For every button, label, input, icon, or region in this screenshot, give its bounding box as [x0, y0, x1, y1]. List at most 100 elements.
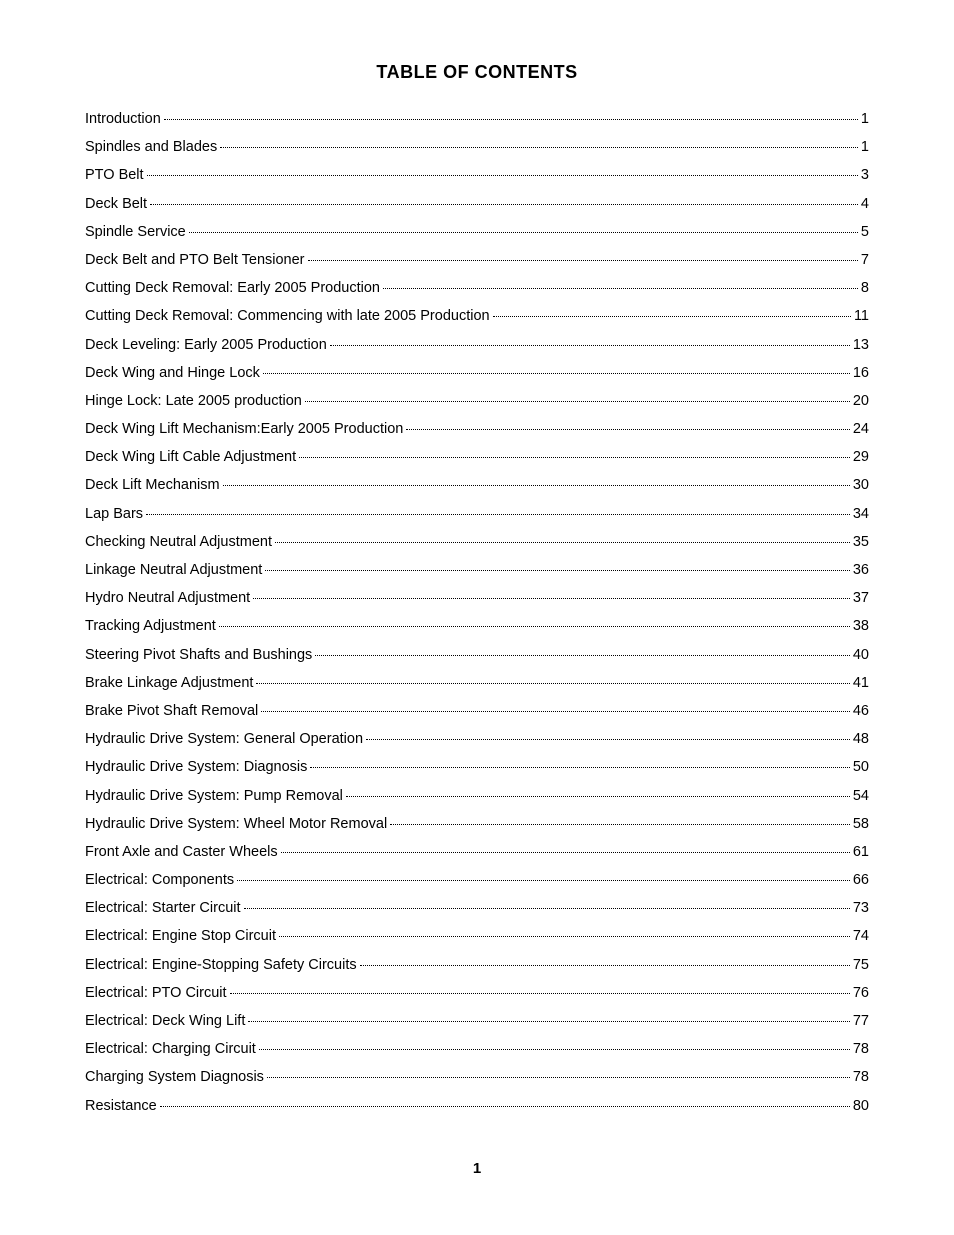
toc-entry-page: 48 [853, 731, 869, 747]
toc-entry-label: Spindles and Blades [85, 139, 217, 155]
toc-entry-page: 1 [861, 139, 869, 155]
toc-entry: Electrical: Charging Circuit78 [85, 1041, 869, 1057]
toc-entry-label: Hydraulic Drive System: Wheel Motor Remo… [85, 816, 387, 832]
toc-entry-label: Hinge Lock: Late 2005 production [85, 393, 302, 409]
toc-entry-label: Electrical: Engine-Stopping Safety Circu… [85, 957, 357, 973]
toc-dot-leader [493, 316, 851, 317]
toc-entry: PTO Belt3 [85, 167, 869, 183]
toc-dot-leader [253, 598, 850, 599]
toc-entry-page: 11 [854, 308, 869, 324]
toc-entry: Deck Wing Lift Mechanism:Early 2005 Prod… [85, 421, 869, 437]
toc-entry-page: 75 [853, 957, 869, 973]
toc-entry-page: 40 [853, 647, 869, 663]
toc-entry: Hydraulic Drive System: Wheel Motor Remo… [85, 816, 869, 832]
toc-dot-leader [256, 683, 849, 684]
toc-entry-label: Electrical: Components [85, 872, 234, 888]
toc-dot-leader [223, 485, 850, 486]
toc-dot-leader [220, 147, 858, 148]
toc-entry: Spindles and Blades 1 [85, 139, 869, 155]
toc-title: TABLE OF CONTENTS [85, 62, 869, 83]
toc-dot-leader [308, 260, 858, 261]
toc-dot-leader [315, 655, 850, 656]
toc-dot-leader [299, 457, 850, 458]
toc-entry-label: Deck Leveling: Early 2005 Production [85, 337, 327, 353]
toc-entry-label: Steering Pivot Shafts and Bushings [85, 647, 312, 663]
toc-entry: Deck Wing Lift Cable Adjustment29 [85, 449, 869, 465]
toc-entry-label: Brake Pivot Shaft Removal [85, 703, 258, 719]
toc-entry: Electrical: Components66 [85, 872, 869, 888]
toc-entry-page: 37 [853, 590, 869, 606]
toc-entry-page: 41 [853, 675, 869, 691]
toc-entry: Linkage Neutral Adjustment36 [85, 562, 869, 578]
toc-entry-label: Electrical: Deck Wing Lift [85, 1013, 245, 1029]
toc-dot-leader [189, 232, 858, 233]
toc-entry: Brake Pivot Shaft Removal46 [85, 703, 869, 719]
toc-dot-leader [281, 852, 850, 853]
toc-entry-label: Deck Wing and Hinge Lock [85, 365, 260, 381]
toc-dot-leader [146, 514, 850, 515]
toc-dot-leader [230, 993, 850, 994]
toc-entry-page: 3 [861, 167, 869, 183]
page-number: 1 [0, 1160, 954, 1177]
toc-entry-label: Brake Linkage Adjustment [85, 675, 253, 691]
toc-entry: Deck Wing and Hinge Lock 16 [85, 365, 869, 381]
toc-list: Introduction1 Spindles and Blades 1 PTO Bel… [85, 111, 869, 1114]
toc-dot-leader [261, 711, 850, 712]
toc-entry-page: 77 [853, 1013, 869, 1029]
toc-entry-page: 78 [853, 1069, 869, 1085]
toc-dot-leader [160, 1106, 850, 1107]
toc-entry-page: 24 [853, 421, 869, 437]
toc-entry: Cutting Deck Removal: Commencing with la… [85, 308, 869, 324]
toc-entry-label: Deck Belt [85, 196, 147, 212]
toc-entry: Checking Neutral Adjustment 35 [85, 534, 869, 550]
toc-entry-label: Checking Neutral Adjustment [85, 534, 272, 550]
toc-entry-label: Deck Wing Lift Mechanism:Early 2005 Prod… [85, 421, 403, 437]
toc-entry-page: 1 [861, 111, 869, 127]
toc-dot-leader [219, 626, 850, 627]
toc-entry: Hinge Lock: Late 2005 production 20 [85, 393, 869, 409]
toc-dot-leader [305, 401, 850, 402]
toc-entry-label: Cutting Deck Removal: Early 2005 Product… [85, 280, 380, 296]
toc-entry-page: 4 [861, 196, 869, 212]
toc-entry-label: Electrical: Engine Stop Circuit [85, 928, 276, 944]
toc-entry: Deck Belt and PTO Belt Tensioner 7 [85, 252, 869, 268]
toc-dot-leader [366, 739, 850, 740]
toc-dot-leader [383, 288, 858, 289]
toc-entry: Lap Bars34 [85, 506, 869, 522]
toc-entry: Introduction1 [85, 111, 869, 127]
toc-entry-label: Resistance [85, 1098, 157, 1114]
toc-entry-page: 78 [853, 1041, 869, 1057]
toc-dot-leader [267, 1077, 850, 1078]
toc-entry-page: 16 [853, 365, 869, 381]
toc-entry-page: 35 [853, 534, 869, 550]
toc-entry-label: Deck Belt and PTO Belt Tensioner [85, 252, 305, 268]
toc-entry-page: 34 [853, 506, 869, 522]
toc-entry: Electrical: Engine Stop Circuit 74 [85, 928, 869, 944]
toc-entry-page: 20 [853, 393, 869, 409]
toc-entry-page: 7 [861, 252, 869, 268]
toc-entry: Hydraulic Drive System: Diagnosis50 [85, 759, 869, 775]
toc-entry-label: Hydro Neutral Adjustment [85, 590, 250, 606]
toc-dot-leader [390, 824, 850, 825]
toc-entry-page: 13 [853, 337, 869, 353]
toc-entry-label: Hydraulic Drive System: Pump Removal [85, 788, 343, 804]
toc-entry-page: 29 [853, 449, 869, 465]
toc-dot-leader [406, 429, 850, 430]
toc-dot-leader [263, 373, 850, 374]
toc-entry: Deck Belt 4 [85, 196, 869, 212]
toc-entry: Spindle Service5 [85, 224, 869, 240]
toc-entry-page: 76 [853, 985, 869, 1001]
toc-entry: Resistance80 [85, 1098, 869, 1114]
toc-entry-label: Cutting Deck Removal: Commencing with la… [85, 308, 490, 324]
toc-entry: Deck Leveling: Early 2005 Production 13 [85, 337, 869, 353]
toc-entry-page: 36 [853, 562, 869, 578]
toc-entry-label: Spindle Service [85, 224, 186, 240]
toc-dot-leader [330, 345, 850, 346]
document-page: TABLE OF CONTENTS Introduction1 Spindles … [0, 0, 954, 1235]
toc-entry-page: 58 [853, 816, 869, 832]
toc-entry: Electrical: PTO Circuit76 [85, 985, 869, 1001]
toc-entry: Electrical: Starter Circuit73 [85, 900, 869, 916]
toc-entry-page: 74 [853, 928, 869, 944]
toc-dot-leader [248, 1021, 850, 1022]
toc-entry: Tracking Adjustment38 [85, 618, 869, 634]
